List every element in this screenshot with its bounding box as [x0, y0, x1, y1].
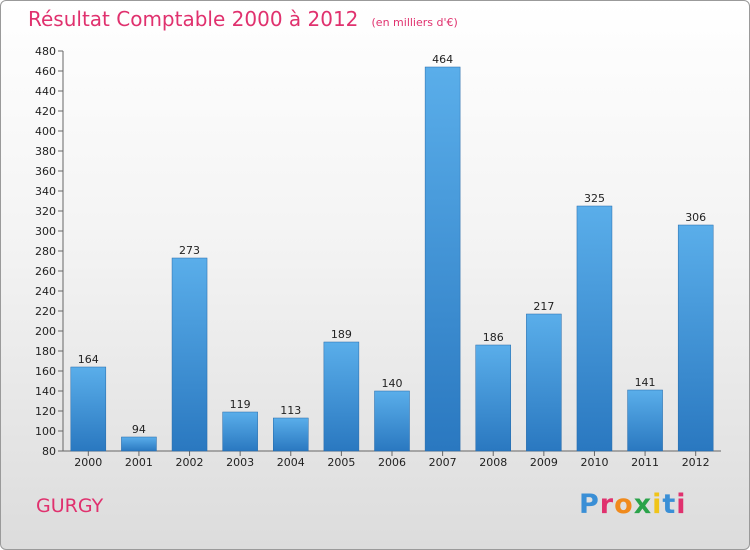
logo-letter: i: [676, 489, 687, 520]
value-label-2003: 119: [230, 398, 251, 411]
value-label-2011: 141: [635, 376, 656, 389]
title-row: Résultat Comptable 2000 à 2012 (en milli…: [28, 7, 458, 31]
x-tick-label-2004: 2004: [277, 456, 305, 469]
y-tick-label: 120: [35, 405, 56, 418]
x-tick-label-2010: 2010: [580, 456, 608, 469]
y-tick-label: 240: [35, 285, 56, 298]
y-tick-label: 180: [35, 345, 56, 358]
x-tick-label-2005: 2005: [327, 456, 355, 469]
bars: [70, 66, 714, 452]
value-label-2012: 306: [685, 211, 706, 224]
chart-subtitle: (en milliers d'€): [371, 16, 458, 29]
value-label-2005: 189: [331, 328, 352, 341]
value-label-2004: 113: [280, 404, 301, 417]
value-label-2010: 325: [584, 192, 605, 205]
bar-2012: [677, 224, 714, 452]
y-tick-label: 340: [35, 185, 56, 198]
logo-letter: o: [614, 489, 634, 520]
y-tick-label: 100: [35, 425, 56, 438]
proxiti-logo[interactable]: Proxiti: [579, 489, 687, 520]
y-tick-label: 440: [35, 85, 56, 98]
y-tick-label: 400: [35, 125, 56, 138]
logo-letter: x: [633, 489, 653, 520]
value-labels: 164 94 273 119 113 189 140 464 186 217 325 141 306: [78, 53, 706, 436]
y-tick-label: 380: [35, 145, 56, 158]
bar-2000: [70, 366, 107, 452]
y-tick-label: 220: [35, 305, 56, 318]
y-tick-label: 80: [42, 445, 56, 458]
bar-2001: [121, 436, 157, 452]
y-tick-label: 480: [35, 45, 56, 58]
y-tick-label: 200: [35, 325, 56, 338]
axes: 80 100 120 140 160 180 200 220 240 260 280 300 320 34…: [35, 45, 721, 469]
x-tick-label-2009: 2009: [530, 456, 558, 469]
y-tick-label: 140: [35, 385, 56, 398]
bar-2011: [627, 389, 663, 452]
value-label-2007: 464: [432, 53, 453, 66]
x-tick-label-2000: 2000: [74, 456, 102, 469]
bar-2008: [475, 344, 511, 452]
value-label-2002: 273: [179, 244, 200, 257]
x-tick-label-2001: 2001: [125, 456, 153, 469]
city-name: GURGY: [36, 495, 104, 517]
bar-2009: [526, 313, 562, 452]
logo-letter: t: [662, 489, 677, 520]
value-label-2001: 94: [132, 423, 146, 436]
bar-2003: [222, 411, 258, 452]
x-tick-label-2011: 2011: [631, 456, 659, 469]
y-tick-label: 300: [35, 225, 56, 238]
y-tick-label: 360: [35, 165, 56, 178]
bar-2004: [273, 417, 309, 452]
value-label-2006: 140: [382, 377, 403, 390]
value-label-2009: 217: [533, 300, 554, 313]
logo-letter: P: [579, 489, 600, 520]
x-tick-label-2007: 2007: [429, 456, 457, 469]
bar-2006: [374, 390, 410, 452]
y-tick-label: 280: [35, 245, 56, 258]
y-tick-label: 320: [35, 205, 56, 218]
y-tick-label: 460: [35, 65, 56, 78]
logo-letter: r: [599, 489, 615, 520]
x-tick-label-2008: 2008: [479, 456, 507, 469]
y-tick-label: 420: [35, 105, 56, 118]
logo-letter: i: [652, 489, 663, 520]
x-tick-label-2006: 2006: [378, 456, 406, 469]
x-tick-label-2012: 2012: [682, 456, 710, 469]
bar-2010: [576, 205, 613, 452]
bar-2002: [171, 257, 208, 452]
x-tick-label-2003: 2003: [226, 456, 254, 469]
value-label-2000: 164: [78, 353, 99, 366]
x-tick-label-2002: 2002: [176, 456, 204, 469]
bar-2005: [323, 341, 360, 452]
y-tick-label: 260: [35, 265, 56, 278]
chart-title: Résultat Comptable 2000 à 2012: [28, 7, 359, 31]
value-label-2008: 186: [483, 331, 504, 344]
y-tick-label: 160: [35, 365, 56, 378]
bar-2007: [424, 66, 461, 452]
